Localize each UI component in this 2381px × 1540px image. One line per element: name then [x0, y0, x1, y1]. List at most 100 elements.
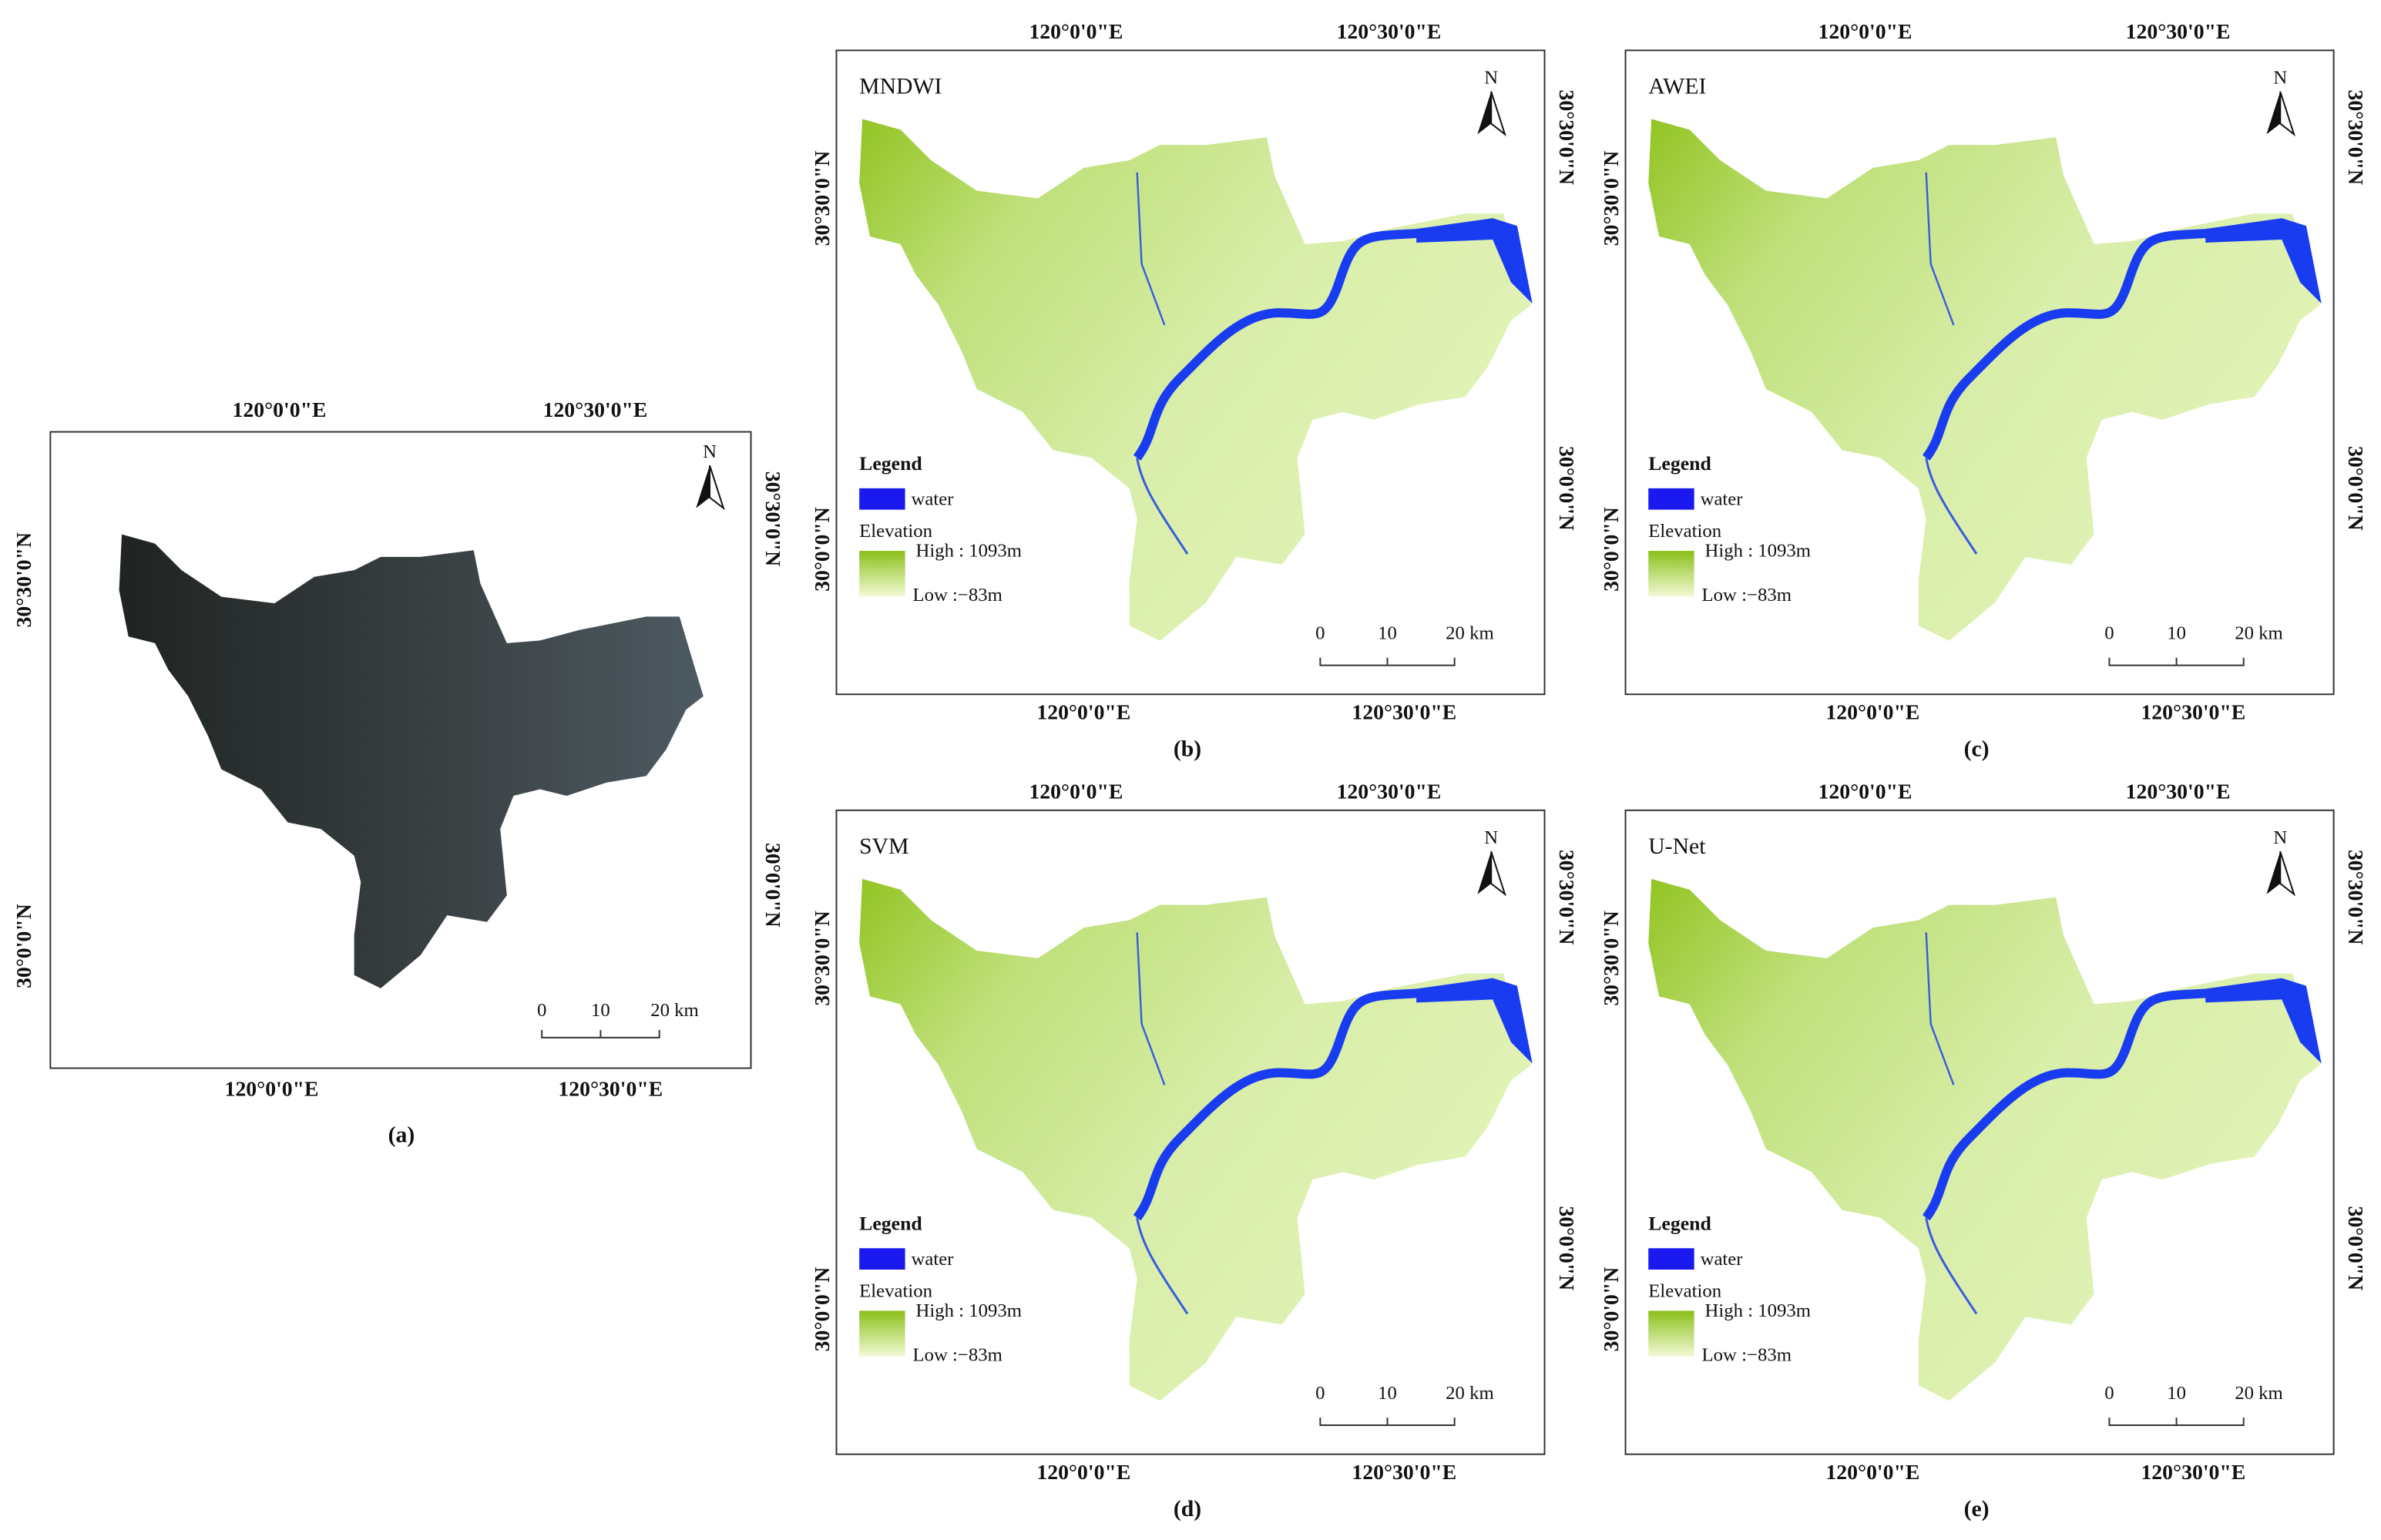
legend-label: High : 1093m	[1705, 1300, 1812, 1321]
scale-label: 10	[1378, 1383, 1397, 1404]
legend-label: water	[912, 1249, 955, 1270]
north-arrow	[709, 465, 725, 511]
scale-label: 20 km	[2235, 623, 2283, 644]
latitude-label: 30°30'0"N	[1555, 850, 1579, 945]
latitude-label: 30°30'0"N	[810, 911, 834, 1006]
longitude-label: 120°30'0"E	[543, 398, 648, 421]
scale-label: 20 km	[1446, 1383, 1494, 1404]
north-arrow	[1490, 91, 1506, 137]
longitude-label: 120°30'0"E	[1352, 700, 1456, 723]
legend-label: Low :−83m	[1702, 585, 1792, 606]
latitude-label: 30°0'0"N	[1599, 1267, 1623, 1352]
latitude-label: 30°0'0"N	[761, 843, 785, 928]
scale-bar	[541, 1030, 660, 1038]
legend-title: Legend	[859, 452, 922, 475]
legend-label: High : 1093m	[915, 541, 1022, 562]
scale-label: 20 km	[650, 1000, 699, 1021]
latitude-label: 30°0'0"N	[1555, 1206, 1579, 1290]
north-arrow	[2266, 91, 2281, 135]
latitude-label: 30°0'0"N	[2344, 446, 2368, 531]
legend-water-swatch	[859, 488, 905, 510]
scale-label: 0	[1315, 623, 1325, 644]
longitude-label: 120°30'0"E	[1352, 1460, 1456, 1484]
longitude-label: 120°30'0"E	[2141, 1460, 2245, 1484]
latitude-label: 30°0'0"N	[2344, 1206, 2368, 1290]
latitude-label: 30°0'0"N	[810, 1267, 834, 1352]
latitude-label: 30°30'0"N	[12, 532, 35, 627]
scale-label: 10	[591, 1000, 610, 1021]
longitude-label: 120°0'0"E	[1825, 1460, 1919, 1484]
latitude-label: 30°0'0"N	[1599, 507, 1623, 592]
longitude-label: 120°0'0"E	[1818, 19, 1913, 43]
legend-label: Low :−83m	[1702, 1345, 1792, 1366]
scale-label: 20 km	[1446, 623, 1494, 644]
legend-elevation-ramp	[1648, 1310, 1694, 1357]
legend-elevation-ramp	[859, 551, 905, 597]
scale-label: 10	[2167, 623, 2186, 644]
panel-caption: (d)	[1174, 1497, 1201, 1522]
longitude-label: 120°30'0"E	[2126, 19, 2231, 43]
longitude-label: 120°0'0"E	[1036, 700, 1130, 723]
legend-water-swatch	[1648, 488, 1694, 510]
legend-label: water	[1701, 1249, 1744, 1270]
legend-label: High : 1093m	[1705, 541, 1812, 562]
longitude-label: 120°0'0"E	[232, 398, 326, 421]
scale-label: 0	[2104, 623, 2114, 644]
legend-elevation-ramp	[859, 1310, 905, 1357]
legend-label: water	[1701, 488, 1744, 509]
legend-title: Legend	[859, 1212, 922, 1234]
north-arrow	[1490, 851, 1506, 897]
legend-water-swatch	[859, 1248, 905, 1270]
longitude-label: 120°30'0"E	[2141, 700, 2245, 723]
scale-label: 10	[2167, 1383, 2186, 1404]
legend-title: Legend	[1648, 1212, 1711, 1234]
legend-label: High : 1093m	[915, 1300, 1022, 1321]
scale-label: 0	[2104, 1383, 2114, 1404]
north-arrow	[2279, 91, 2296, 137]
north-arrow	[2279, 851, 2296, 897]
longitude-label: 120°30'0"E	[558, 1077, 663, 1101]
legend-water-swatch	[1648, 1248, 1694, 1270]
panel-title: SVM	[859, 834, 908, 859]
latitude-label: 30°0'0"N	[1555, 446, 1579, 531]
panel-title: MNDWI	[859, 75, 942, 99]
legend-title: Legend	[1648, 452, 1711, 475]
legend-label: Elevation	[1648, 1280, 1721, 1301]
longitude-label: 120°0'0"E	[1029, 779, 1123, 803]
latitude-label: 30°30'0"N	[1599, 151, 1623, 247]
map-panel: 120°0'0"E 120°30'0"E 120°0'0"E 120°30'0"E 30…	[810, 19, 1579, 723]
latitude-label: 30°0'0"N	[12, 904, 35, 988]
north-arrow	[2266, 851, 2281, 894]
scale-label: 10	[1378, 623, 1397, 644]
latitude-label: 30°30'0"N	[761, 471, 785, 566]
panel-title: AWEI	[1648, 75, 1706, 99]
north-label: N	[2273, 827, 2287, 848]
legend-label: Low :−83m	[913, 585, 1002, 606]
panel-caption: (e)	[1964, 1497, 1990, 1522]
north-arrow	[696, 465, 710, 508]
longitude-label: 120°30'0"E	[1337, 779, 1442, 803]
latitude-label: 30°30'0"N	[810, 151, 834, 247]
latitude-label: 30°30'0"N	[1599, 911, 1623, 1006]
north-label: N	[703, 441, 717, 462]
latitude-label: 30°30'0"N	[2344, 90, 2368, 186]
north-label: N	[1484, 827, 1498, 848]
legend-label: Elevation	[859, 521, 932, 542]
longitude-label: 120°0'0"E	[1036, 1460, 1130, 1484]
panel-caption: (c)	[1964, 736, 1990, 761]
legend-label: water	[912, 488, 955, 509]
longitude-label: 120°0'0"E	[1029, 19, 1123, 43]
scale-bar	[2108, 1418, 2245, 1427]
panel-title: U-Net	[1648, 834, 1706, 859]
longitude-label: 120°30'0"E	[2126, 779, 2231, 803]
legend-label: Elevation	[859, 1280, 932, 1301]
latitude-label: 30°0'0"N	[810, 507, 834, 592]
scale-bar	[2108, 657, 2245, 666]
north-label: N	[1484, 68, 1498, 89]
legend-label: Low :−83m	[913, 1345, 1002, 1366]
longitude-label: 120°0'0"E	[225, 1077, 319, 1101]
longitude-label: 120°0'0"E	[1825, 700, 1919, 723]
panel-caption: (b)	[1174, 736, 1201, 761]
